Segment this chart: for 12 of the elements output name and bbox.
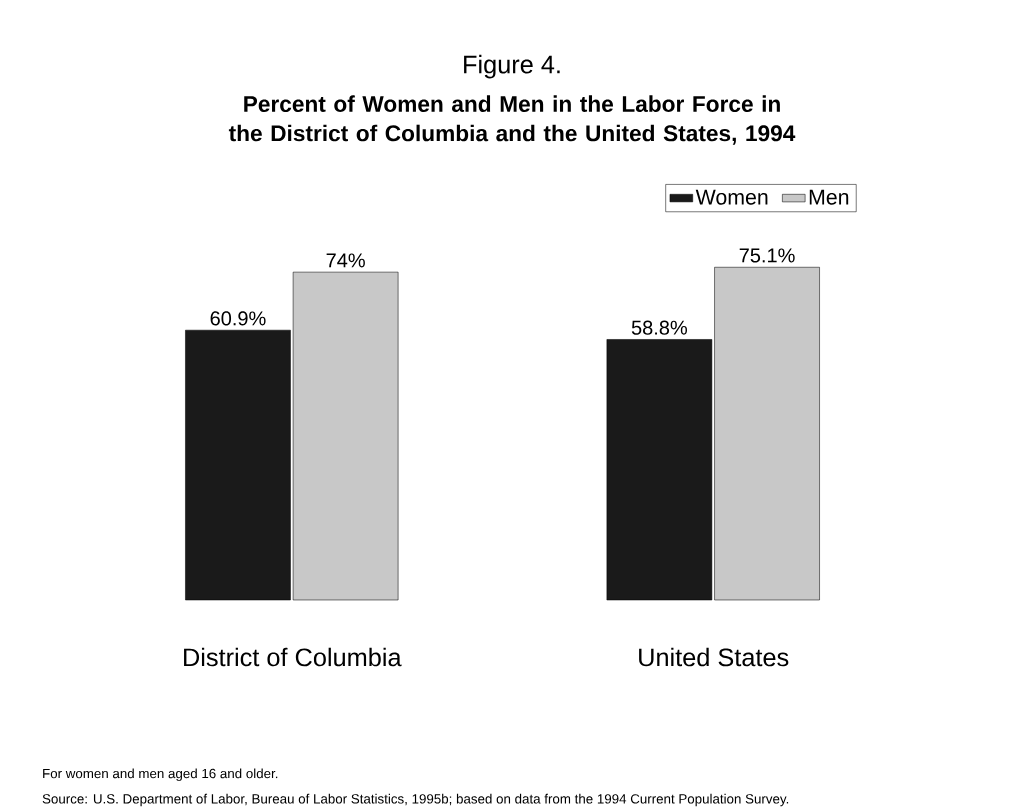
x-tick-label: United States	[639, 647, 789, 667]
text: For women and men aged 16 and older.	[43, 768, 278, 782]
chart-subtitle: Percent of Women and Men in the Labor Force in the District of Columbia and the United States, 1994	[228, 95, 796, 145]
data-label: 75.1%	[739, 248, 795, 263]
x-tick-label: District of Columbia	[184, 647, 402, 667]
data-label: 58.8%	[631, 320, 688, 335]
legend-label: Men	[809, 189, 849, 205]
legend-label: Women	[695, 189, 768, 205]
chart-title: Figure 4.	[464, 55, 560, 79]
data-label: 74%	[326, 253, 365, 268]
data-label: 60.9%	[210, 311, 266, 326]
source-note: Source: U.S. Department of Labor, Bureau of Labor Statistics, 1995b; based on data from the 1994 Current Population Survey.	[42, 793, 789, 807]
